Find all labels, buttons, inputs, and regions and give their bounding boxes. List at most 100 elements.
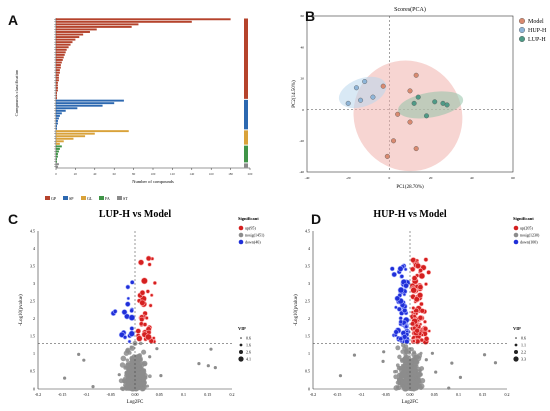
legend-marker <box>518 18 525 25</box>
legend-label: GL <box>87 196 93 201</box>
nosig-point <box>395 345 401 351</box>
legend-label: nosig(1451) <box>245 233 265 238</box>
size-legend-label: 2.6 <box>246 350 251 355</box>
bar <box>56 28 97 31</box>
pca-point <box>407 119 413 125</box>
volcano-plot-lup: -0.2 -0.15 -0.1 -0.05 0.00 0.05 0.1 0.15 0.2 0 0.5… <box>19 209 265 405</box>
x-tick-label: 0.00 <box>407 392 414 397</box>
x-tick-label: 100 <box>151 172 156 176</box>
panel-d: D -0.2 -0.15 -0.1 -0.05 0.00 0.05 0.1 0.15 0.2 0 0… <box>275 203 550 406</box>
y-tick-label: 2.5 <box>30 299 35 304</box>
legend-label: LUP-H <box>528 37 546 43</box>
nosig-point <box>447 386 451 390</box>
y-tick-label: 1 <box>308 351 310 356</box>
legend-label: HUP-H <box>528 28 547 34</box>
class-stripe <box>244 99 248 130</box>
down-point <box>398 319 404 325</box>
bar <box>56 38 76 41</box>
x-axis-title: Number of compounds <box>132 179 174 184</box>
bar <box>56 102 115 105</box>
up-point <box>139 316 145 323</box>
nosig-point <box>130 365 136 371</box>
legend-label: up(95) <box>245 226 256 231</box>
legend-label: nosig(1230) <box>520 233 540 238</box>
nosig-point <box>159 374 163 378</box>
up-point <box>152 336 156 340</box>
up-point <box>148 303 153 308</box>
nosig-point <box>406 347 412 353</box>
bar <box>56 135 86 138</box>
x-tick-label: 20 <box>74 172 78 176</box>
compound-bar-chart: 0 20 40 60 80 100 120 140 160 180 200 Number of com… <box>14 18 253 201</box>
bar <box>56 140 64 143</box>
nosig-point <box>130 373 136 378</box>
down-point <box>129 308 134 313</box>
nosig-point <box>458 375 463 379</box>
x-tick-label: 0 <box>389 176 391 180</box>
size-legend-label: 2.2 <box>521 350 526 355</box>
up-point <box>137 259 145 266</box>
bar <box>56 89 58 92</box>
x-tick-label: 40 <box>470 176 474 180</box>
bar <box>56 25 132 28</box>
y-axis-title: -Log10(pvalue) <box>19 294 24 326</box>
size-legend-marker <box>240 337 242 339</box>
legend-marker <box>518 36 525 43</box>
pca-point <box>444 102 450 108</box>
bar <box>56 66 61 69</box>
x-tick-label: 0.15 <box>479 392 486 397</box>
nosig-point <box>411 351 417 358</box>
x-tick-label: 0.1 <box>181 392 186 397</box>
nosig-point <box>213 366 217 370</box>
y-tick-label: 1 <box>33 351 35 356</box>
size-legend-label: 3.3 <box>521 357 526 362</box>
nosig-point <box>406 367 411 371</box>
size-legend-label: 1.6 <box>246 343 251 348</box>
legend-marker <box>518 27 525 34</box>
nosig-point <box>403 352 408 357</box>
x-tick-label: -0.2 <box>310 392 316 397</box>
x-tick-label: -20 <box>346 176 351 180</box>
x-tick-label: 160 <box>209 172 214 176</box>
nosig-point <box>430 351 434 355</box>
y-tick-label: -40 <box>299 170 304 174</box>
bar <box>56 69 60 72</box>
up-point <box>135 328 142 334</box>
nosig-point <box>123 380 127 384</box>
nosig-point <box>77 352 81 357</box>
pca-point <box>432 99 438 105</box>
x-tick-label: 40 <box>93 172 97 176</box>
nosig-point <box>124 365 128 369</box>
bar <box>56 71 60 74</box>
pca-point <box>440 100 446 106</box>
legend-swatch <box>45 196 50 200</box>
bar <box>56 23 139 26</box>
down-point <box>398 336 404 342</box>
bar <box>56 79 59 82</box>
x-tick-label: 140 <box>189 172 194 176</box>
x-tick-label: 0 <box>55 172 57 176</box>
x-axis-title: Log2FC <box>402 400 419 405</box>
nosig-point <box>141 349 147 355</box>
size-legend-label: 0.6 <box>246 336 251 341</box>
y-tick-label: 0 <box>302 108 304 112</box>
nosig-point <box>148 355 152 359</box>
nosig-point <box>134 354 139 360</box>
up-point <box>423 319 427 324</box>
up-point <box>424 282 428 287</box>
nosig-point <box>63 376 67 380</box>
size-legend-label: 4.1 <box>246 357 251 362</box>
size-legend-label: 0.6 <box>521 336 526 341</box>
pca-score-plot: -40 -20 0 20 40 60 -40 -20 0 20 40 60 Scores(PCA) PC1… <box>292 6 547 190</box>
y-tick-label: 3.5 <box>305 263 310 268</box>
down-point <box>402 307 408 314</box>
pca-point <box>395 111 401 117</box>
bar <box>56 99 124 102</box>
bar <box>56 53 65 56</box>
bar <box>56 84 58 87</box>
bar <box>56 56 64 59</box>
pca-point <box>345 100 351 106</box>
x-tick-label: -0.15 <box>58 392 66 397</box>
class-stripe <box>244 130 248 145</box>
bar <box>56 127 57 130</box>
